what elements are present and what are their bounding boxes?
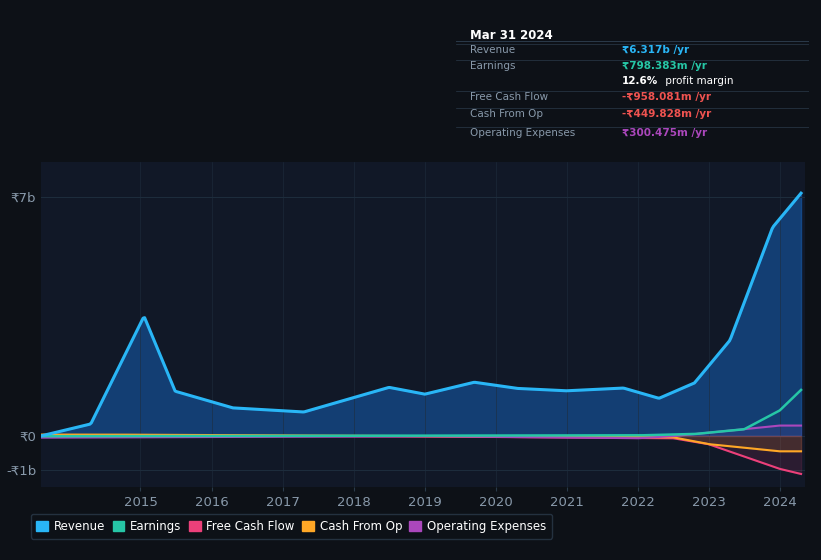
Text: 12.6%: 12.6%	[621, 76, 658, 86]
Text: Mar 31 2024: Mar 31 2024	[470, 29, 553, 42]
Text: Earnings: Earnings	[470, 61, 516, 71]
Text: Free Cash Flow: Free Cash Flow	[470, 92, 548, 102]
Text: ₹300.475m /yr: ₹300.475m /yr	[621, 128, 707, 138]
Text: Revenue: Revenue	[470, 45, 515, 55]
Text: -₹958.081m /yr: -₹958.081m /yr	[621, 92, 711, 102]
Text: ₹798.383m /yr: ₹798.383m /yr	[621, 61, 706, 71]
Text: ₹6.317b /yr: ₹6.317b /yr	[621, 45, 689, 55]
Text: Operating Expenses: Operating Expenses	[470, 128, 575, 138]
Text: -₹449.828m /yr: -₹449.828m /yr	[621, 109, 711, 119]
Text: Cash From Op: Cash From Op	[470, 109, 543, 119]
Text: profit margin: profit margin	[663, 76, 734, 86]
Legend: Revenue, Earnings, Free Cash Flow, Cash From Op, Operating Expenses: Revenue, Earnings, Free Cash Flow, Cash …	[30, 514, 552, 539]
